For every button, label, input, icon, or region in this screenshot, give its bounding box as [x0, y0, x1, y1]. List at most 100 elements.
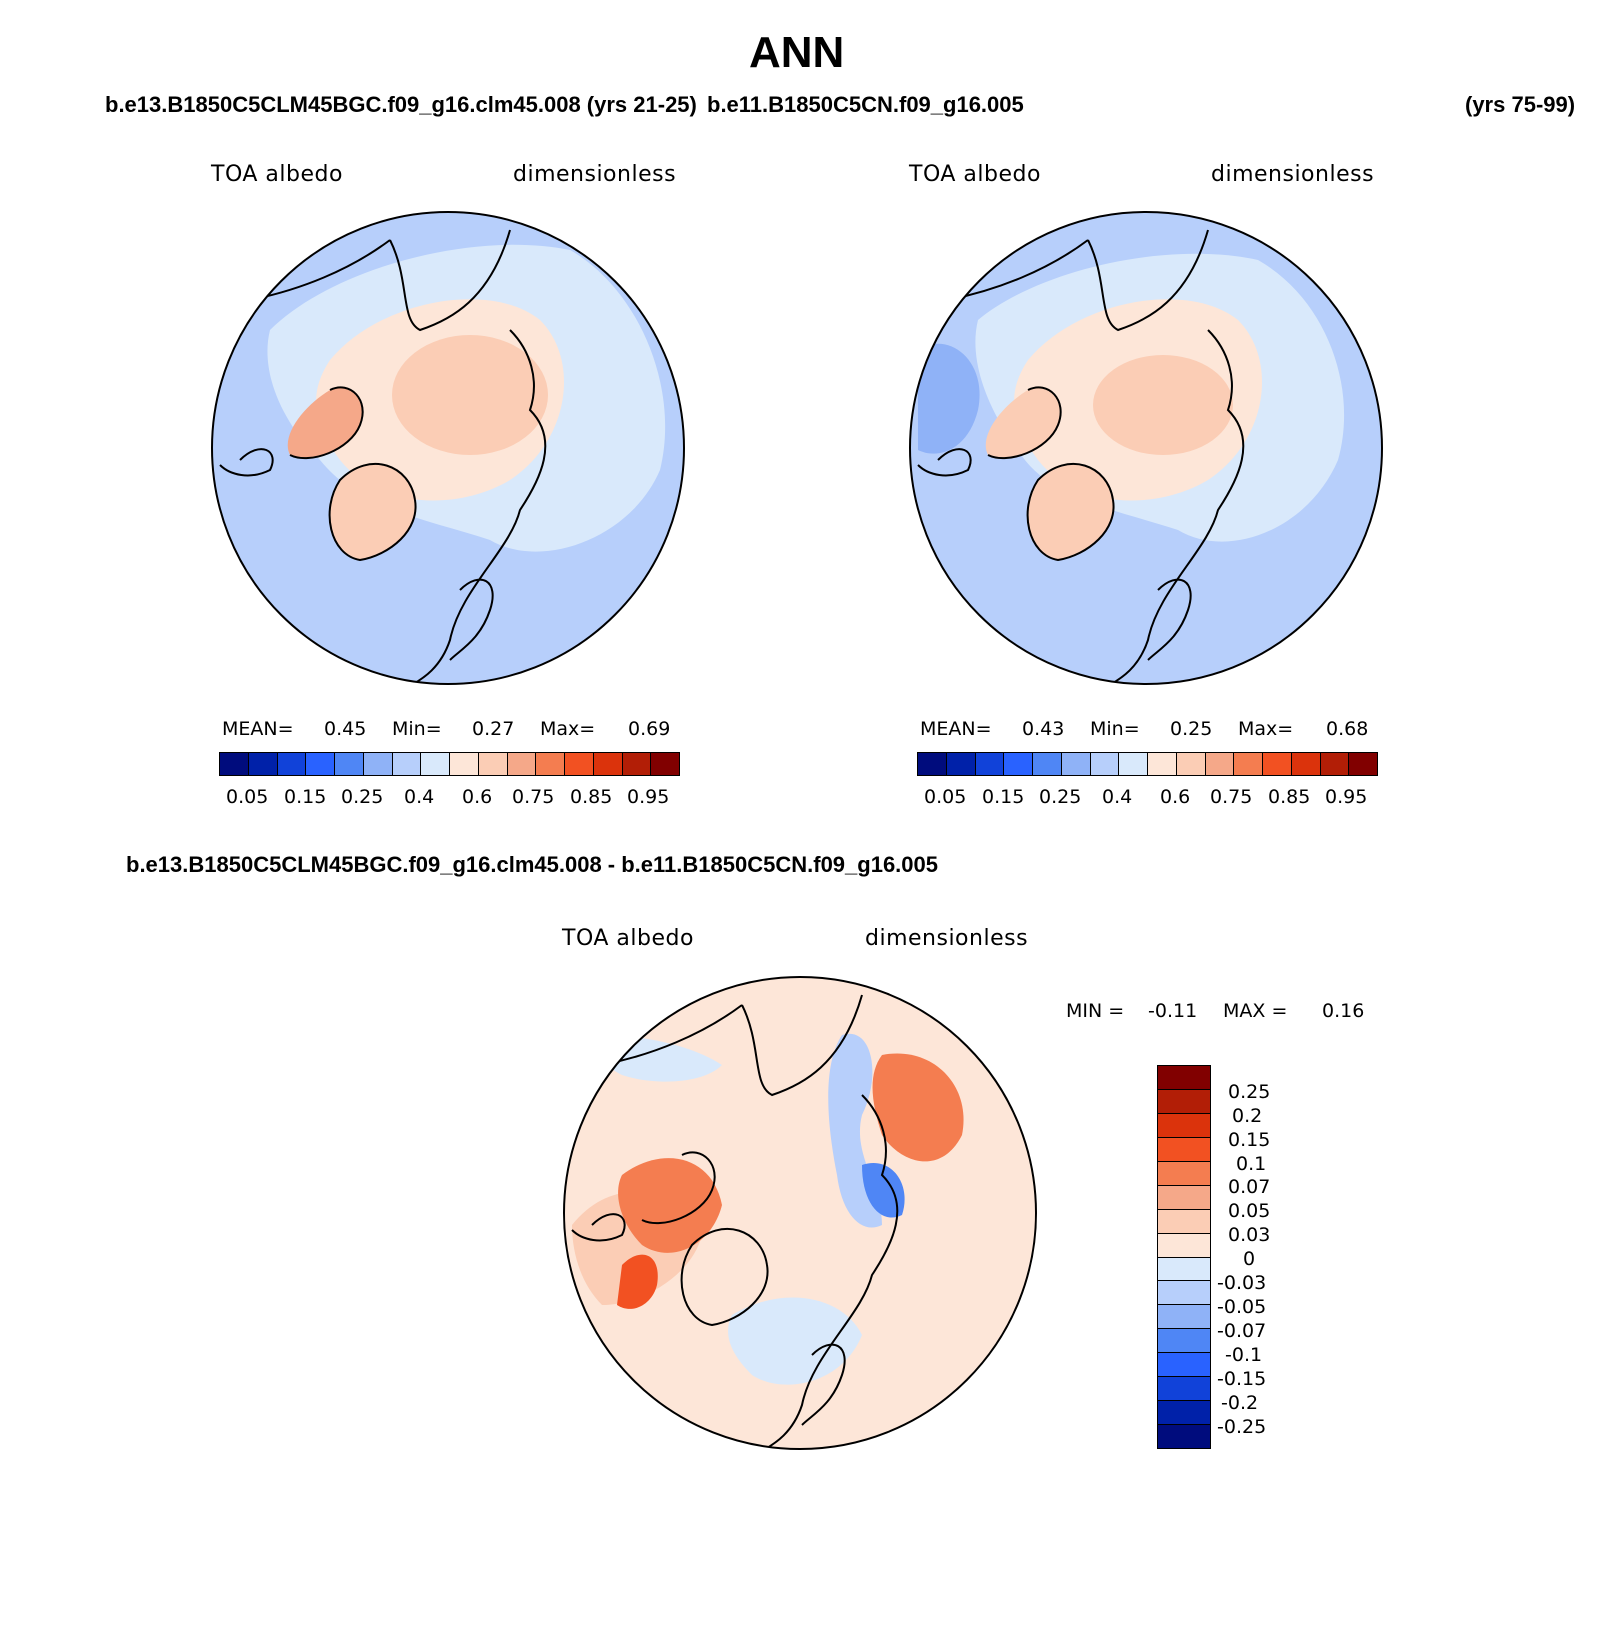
panel2-mean-value: 0.43	[1022, 718, 1065, 740]
panel1-mean-label: MEAN=	[222, 718, 294, 740]
panel2-colorbar-swatch	[1234, 753, 1263, 775]
diff-tick: -0.07	[1217, 1320, 1267, 1342]
map-panel-1	[211, 211, 685, 685]
panel1-tick: 0.85	[570, 786, 613, 808]
map1-greenland	[329, 463, 416, 560]
panel2-colorbar-swatch	[1119, 753, 1148, 775]
diff-colorbar-swatch	[1158, 1257, 1210, 1282]
panel2-colorbar-swatch	[1320, 753, 1350, 775]
diff-tick: -0.03	[1217, 1272, 1267, 1294]
map1-archipelago	[287, 387, 363, 459]
diff-strong-negative-east	[862, 1163, 905, 1218]
map2-greenland	[1027, 463, 1114, 560]
panel2-colorbar-swatch	[1176, 753, 1206, 775]
diff-colorbar-swatch	[1158, 1113, 1210, 1138]
diff-colorbar-swatch	[1158, 1161, 1210, 1186]
panel2-tick: 0.6	[1160, 786, 1191, 808]
panel1-colorbar-swatch	[220, 753, 249, 775]
panel2-tick: 0.4	[1102, 786, 1133, 808]
panel2-colorbar	[917, 752, 1378, 776]
panel2-min-value: 0.25	[1170, 718, 1213, 740]
panel2-min-label: Min=	[1090, 718, 1140, 740]
panel2-colorbar-swatch	[1090, 753, 1120, 775]
diff-colorbar-swatch	[1158, 1137, 1210, 1162]
map1-central-arctic	[392, 335, 548, 455]
diff-tick: -0.1	[1225, 1344, 1263, 1366]
panel2-tick: 0.95	[1325, 786, 1368, 808]
panel1-variable-label: TOA albedo	[211, 162, 343, 187]
diff-colorbar	[1157, 1065, 1211, 1449]
map-panel-diff	[563, 976, 1037, 1450]
diff-colorbar-swatch	[1158, 1281, 1210, 1306]
panel1-tick: 0.15	[284, 786, 327, 808]
diff-strong-positive-archipelago	[618, 1158, 722, 1253]
panel1-min-value: 0.27	[472, 718, 515, 740]
panel1-colorbar-swatch	[565, 753, 594, 775]
diff-tick: -0.2	[1221, 1392, 1259, 1414]
panel1-colorbar-swatch	[306, 753, 335, 775]
diff-colorbar-swatch	[1158, 1089, 1210, 1114]
diff-negative-south	[728, 1297, 862, 1385]
panel2-colorbar-swatch	[1033, 753, 1062, 775]
panel1-min-label: Min=	[392, 718, 442, 740]
diff-boundary	[563, 976, 1037, 1450]
panel1-tick: 0.6	[462, 786, 493, 808]
diff-colorbar-swatch	[1158, 1233, 1210, 1258]
diff-tick: 0.03	[1228, 1224, 1271, 1246]
diff-colorbar-swatch	[1158, 1425, 1210, 1448]
map2-boundary	[909, 211, 1383, 685]
diff-colorbar-swatch	[1158, 1305, 1210, 1330]
diff-colorbar-swatch	[1158, 1353, 1210, 1378]
panel2-colorbar-swatch	[1061, 753, 1091, 775]
panel1-colorbar-swatch	[335, 753, 364, 775]
panel1-colorbar-swatch	[622, 753, 652, 775]
diff-tick: -0.05	[1217, 1296, 1267, 1318]
diff-max-value: 0.16	[1322, 1000, 1365, 1022]
diff-colorbar-swatch	[1158, 1401, 1210, 1426]
panel1-colorbar-swatch	[450, 753, 479, 775]
diff-tick: 0.2	[1232, 1105, 1263, 1127]
map1-boundary	[211, 211, 685, 685]
case-title-2: b.e11.B1850C5CN.f09_g16.005	[707, 92, 1024, 117]
panel2-tick: 0.75	[1210, 786, 1253, 808]
panel2-colorbar-swatch	[975, 753, 1005, 775]
panel1-max-value: 0.69	[628, 718, 671, 740]
panel1-colorbar-swatch	[536, 753, 565, 775]
panel2-colorbar-swatch	[1263, 753, 1292, 775]
panel1-tick: 0.4	[404, 786, 435, 808]
panel2-mean-label: MEAN=	[920, 718, 992, 740]
diff-tick: 0.15	[1228, 1129, 1271, 1151]
diff-colorbar-swatch	[1158, 1377, 1210, 1402]
panel1-colorbar-swatch	[277, 753, 307, 775]
diff-tick: 0.1	[1236, 1153, 1267, 1175]
diff-coastlines	[571, 994, 899, 1449]
panel2-max-label: Max=	[1238, 718, 1294, 740]
panel1-units-label: dimensionless	[513, 162, 677, 187]
diff-tick: 0.05	[1228, 1200, 1271, 1222]
diff-tick: 0	[1243, 1248, 1256, 1270]
diff-units-label: dimensionless	[865, 926, 1029, 951]
diff-tick: 0.25	[1228, 1081, 1271, 1103]
panel2-tick: 0.05	[924, 786, 967, 808]
panel2-colorbar-swatch	[946, 753, 976, 775]
panel1-tick: 0.95	[627, 786, 670, 808]
panel1-colorbar-swatch	[363, 753, 393, 775]
panel2-units-label: dimensionless	[1211, 162, 1375, 187]
panel1-colorbar-swatch	[392, 753, 422, 775]
diff-max-label: MAX =	[1223, 1000, 1288, 1022]
diff-strong-positive-west	[617, 1254, 658, 1309]
panel2-variable-label: TOA albedo	[909, 162, 1041, 187]
panel1-colorbar-swatch	[593, 753, 623, 775]
panel2-max-value: 0.68	[1326, 718, 1369, 740]
panel1-max-label: Max=	[540, 718, 596, 740]
diff-colorbar-swatch	[1158, 1329, 1210, 1354]
diff-tick: -0.15	[1217, 1368, 1267, 1390]
panel2-tick: 0.25	[1039, 786, 1082, 808]
panel2-colorbar-swatch	[1004, 753, 1033, 775]
map1-coastlines	[219, 229, 547, 684]
panel1-colorbar-swatch	[421, 753, 450, 775]
panel1-tick: 0.75	[512, 786, 555, 808]
page-title: ANN	[749, 28, 845, 77]
panel2-colorbar-swatch	[1205, 753, 1235, 775]
diff-colorbar-swatch	[1158, 1066, 1210, 1090]
